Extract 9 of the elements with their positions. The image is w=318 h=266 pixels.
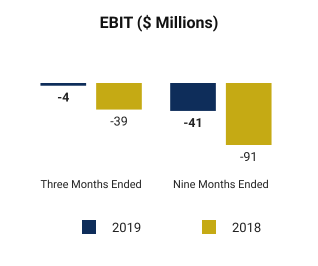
data-label: -91	[240, 150, 258, 165]
legend-label: 2018	[232, 221, 262, 236]
x-tick-label: Nine Months Ended	[172, 178, 269, 191]
data-label: -4	[57, 90, 70, 106]
x-tick-label: Three Months Ended	[40, 178, 142, 191]
data-label: -41	[183, 116, 203, 131]
data-label: -39	[110, 114, 128, 130]
legend-label: 2019	[112, 221, 142, 236]
chart-title: EBIT ($ Millions)	[100, 13, 218, 32]
